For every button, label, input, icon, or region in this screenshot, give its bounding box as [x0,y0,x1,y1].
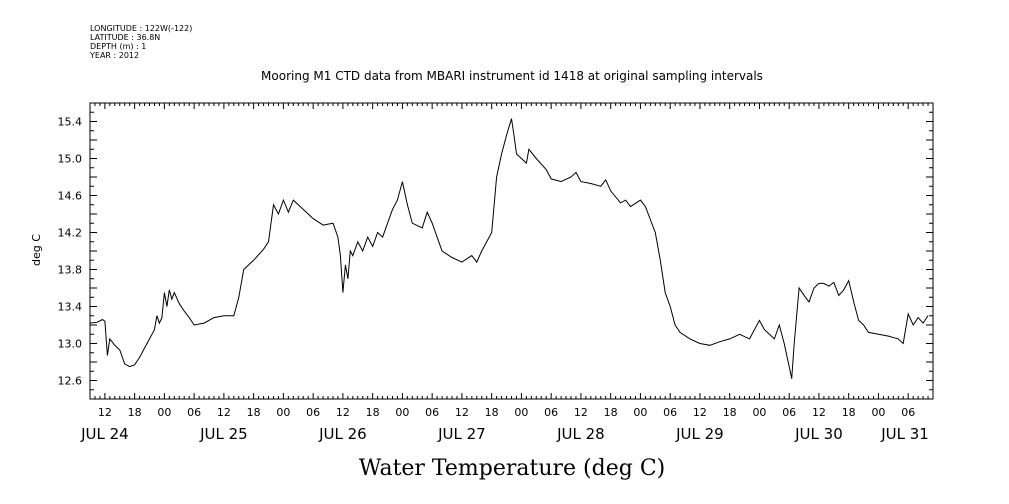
x-day-label: JUL 26 [318,425,367,443]
x-hour-labels: 12 18 00 06 12 18 00 06 12 18 00 06 12 18 00 06 12 18 00 06… [98,406,915,419]
plot-frame [89,102,934,400]
x-hour-label: 06 [782,406,796,419]
y-tick-label: 13.0 [58,338,83,351]
x-day-labels: JUL 24 JUL 25 JUL 26 JUL 27 JUL 28 JUL 29 JUL … [80,425,929,443]
y-tick-label: 12.6 [58,375,83,388]
series-line [89,118,929,379]
year-label: YEAR : 2012 [89,51,139,60]
x-hour-label: 00 [633,406,647,419]
y-axis-label: deg C [30,234,43,266]
chart-title: Mooring M1 CTD data from MBARI instrumen… [261,69,763,83]
x-hour-label: 12 [812,406,826,419]
x-hour-label: 12 [98,406,112,419]
x-hour-label: 18 [128,406,142,419]
x-hour-label: 06 [663,406,677,419]
x-hour-label: 18 [366,406,380,419]
x-day-label: JUL 29 [675,425,724,443]
x-day-label: JUL 25 [199,425,248,443]
x-hour-label: 00 [395,406,409,419]
x-hour-label: 12 [455,406,469,419]
x-hour-label: 06 [187,406,201,419]
x-hour-label: 12 [693,406,707,419]
x-hour-label: 06 [306,406,320,419]
x-hour-label: 12 [336,406,350,419]
x-hour-label: 00 [157,406,171,419]
x-hour-label: 18 [247,406,261,419]
depth-label: DEPTH (m) : 1 [90,42,146,51]
y-tick-label: 13.4 [58,301,83,314]
y-tick-label: 14.6 [58,190,83,203]
x-hour-label: 00 [514,406,528,419]
x-hour-label: 06 [901,406,915,419]
longitude-label: LONGITUDE : 122W(-122) [90,24,192,33]
latitude-label: LATITUDE : 36.8N [90,33,160,42]
x-hour-label: 12 [574,406,588,419]
y-tick-label: 15.4 [58,116,83,129]
x-hour-label: 06 [425,406,439,419]
x-day-label: JUL 27 [437,425,486,443]
x-day-label: JUL 28 [556,425,605,443]
x-day-label: JUL 30 [794,425,843,443]
x-day-label: JUL 24 [80,425,129,443]
x-hour-label: 00 [752,406,766,419]
x-hour-label: 12 [217,406,231,419]
x-hour-label: 18 [723,406,737,419]
x-hour-label: 00 [871,406,885,419]
x-hour-label: 06 [544,406,558,419]
x-hour-label: 18 [604,406,618,419]
x-axis-ticks [89,103,934,399]
y-axis-ticks: 12.6 13.0 13.4 13.8 14.2 14.6 15.0 15.4 [58,102,933,400]
y-tick-label: 15.0 [58,153,83,166]
x-axis-label: Water Temperature (deg C) [359,456,666,481]
y-tick-label: 13.8 [58,264,83,277]
x-day-label: JUL 31 [880,425,929,443]
x-hour-label: 18 [485,406,499,419]
x-hour-label: 18 [842,406,856,419]
x-hour-label: 00 [276,406,290,419]
header-metadata: LONGITUDE : 122W(-122) LATITUDE : 36.8N … [89,24,192,60]
y-tick-label: 14.2 [58,227,83,240]
